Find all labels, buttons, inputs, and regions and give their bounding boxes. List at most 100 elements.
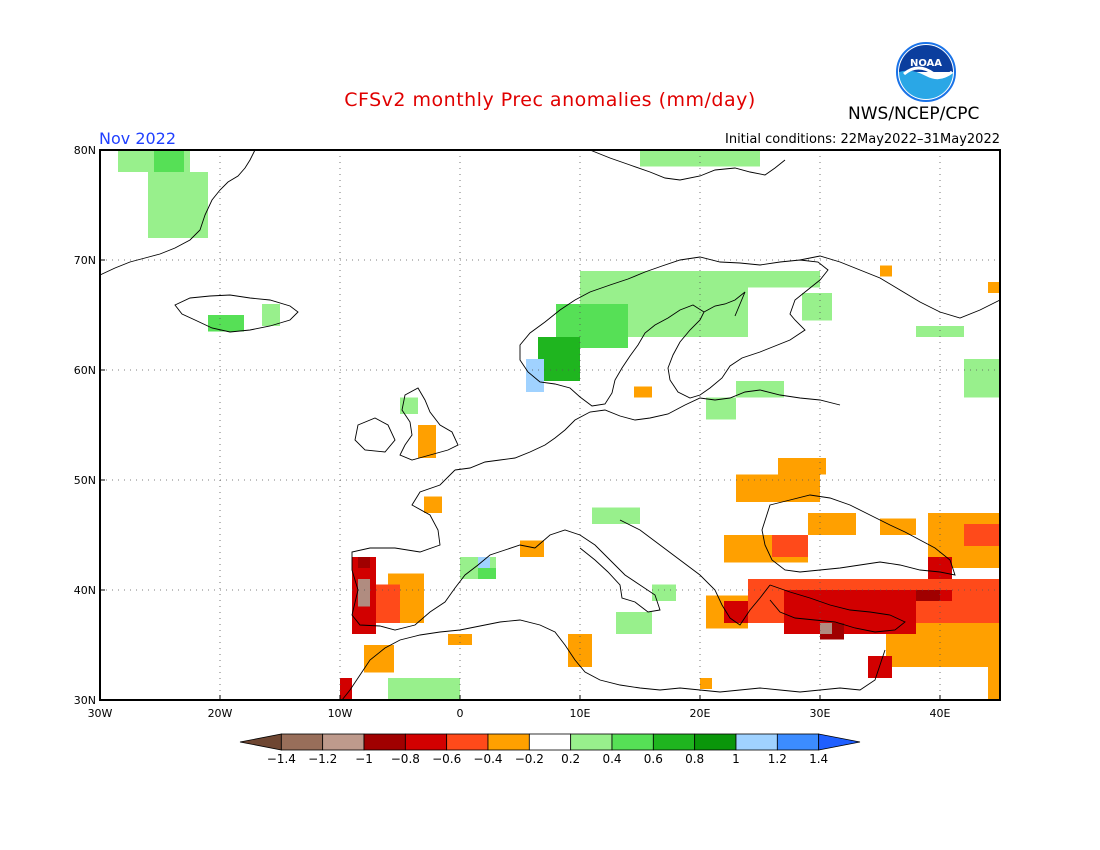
anomaly-region — [880, 518, 916, 535]
colorbar-swatch — [611, 733, 654, 751]
colorbar-swatch — [446, 733, 489, 751]
coastline-france-iberia — [351, 469, 536, 631]
colorbar-label: −0.8 — [391, 752, 420, 766]
anomaly-region — [706, 397, 736, 420]
coastline-iceland — [174, 294, 299, 333]
anomaly-region — [388, 678, 460, 700]
anomaly-region — [568, 634, 592, 667]
noaa-logo-icon: NOAA — [896, 42, 956, 102]
colorbar-label: 1.2 — [768, 752, 787, 766]
y-tick-label: 50N — [74, 474, 96, 487]
anomaly-region — [736, 381, 784, 398]
y-tick-label: 30N — [74, 694, 96, 707]
anomaly-region — [478, 568, 496, 579]
colorbar-label: 1.4 — [809, 752, 828, 766]
anomaly-region — [400, 397, 418, 414]
anomaly-region — [988, 656, 1000, 700]
anomaly-region — [964, 524, 1000, 546]
colorbar-swatch — [818, 733, 861, 751]
anomaly-region — [772, 535, 808, 557]
anomaly-region — [208, 315, 244, 332]
anomaly-region — [868, 656, 892, 678]
y-tick-label: 40N — [74, 584, 96, 597]
anomaly-region — [880, 265, 892, 277]
anomaly-region — [700, 678, 712, 689]
coastline-italy — [534, 529, 661, 613]
anomaly-region — [340, 678, 352, 700]
anomaly-region — [802, 293, 832, 321]
x-tick-label: 30E — [810, 707, 831, 720]
colorbar-label: 0.8 — [685, 752, 704, 766]
x-tick-label: 10E — [570, 707, 591, 720]
colorbar-swatch — [652, 733, 696, 751]
anomaly-region — [736, 474, 820, 502]
coastline-greenland — [99, 149, 256, 276]
y-tick-label: 80N — [74, 144, 96, 157]
anomaly-region — [262, 304, 280, 326]
forecast-month: Nov 2022 — [99, 129, 177, 148]
colorbar-swatch — [280, 733, 324, 751]
anomaly-regions — [118, 150, 1000, 700]
y-tick-label: 60N — [74, 364, 96, 377]
anomaly-region — [364, 645, 394, 673]
anomaly-region — [652, 584, 676, 601]
coastline-norway-sweden — [519, 256, 829, 407]
anomaly-region — [820, 623, 832, 634]
x-tick-label: 30W — [88, 707, 113, 720]
anomaly-region — [634, 386, 652, 398]
colorbar-swatch — [570, 733, 613, 751]
anomaly-region — [520, 540, 544, 557]
coastlines — [99, 149, 1001, 701]
colorbar-label: 1 — [732, 752, 740, 766]
anomaly-region — [526, 359, 544, 392]
anomaly-region — [778, 458, 826, 475]
coastline-russia-north — [799, 255, 1001, 319]
coastline-black-sea — [761, 494, 956, 576]
colorbar-swatch — [694, 733, 737, 751]
initial-conditions: Initial conditions: 22May2022–31May2022 — [725, 132, 1000, 147]
agency-label: NWS/NCEP/CPC — [848, 104, 980, 124]
colorbar-swatch — [487, 733, 530, 751]
anomaly-region — [424, 496, 442, 513]
anomaly-region — [148, 172, 208, 238]
anomaly-region — [640, 150, 760, 167]
anomaly-region — [358, 579, 370, 607]
y-tick-label: 70N — [74, 254, 96, 267]
anomaly-region — [538, 337, 580, 381]
colorbar-swatch — [239, 733, 282, 751]
colorbar-label: −1 — [355, 752, 373, 766]
colorbar-swatch — [528, 733, 572, 751]
x-tick-label: 10W — [328, 707, 353, 720]
coastline-europe-west — [454, 389, 841, 471]
colorbar-swatch — [776, 733, 820, 751]
colorbar-swatch — [735, 733, 778, 751]
map-title: CFSv2 monthly Prec anomalies (mm/day) — [344, 89, 756, 111]
colorbar-label: 0.4 — [602, 752, 621, 766]
coastline-svalbard — [589, 149, 786, 181]
colorbar: −1.4 −1.2 −1 −0.8 −0.6 −0.4 −0.2 0.2 0.4 0.6 0.8 1 1… — [239, 733, 861, 766]
anomaly-region — [592, 507, 640, 524]
colorbar-label: 0.6 — [644, 752, 663, 766]
colorbar-swatch — [322, 733, 365, 751]
colorbar-label: −0.2 — [515, 752, 544, 766]
anomaly-region — [748, 271, 820, 288]
x-tick-label: 20W — [208, 707, 233, 720]
anomaly-region — [916, 326, 964, 337]
axis-labels: 30W 20W 10W 0 10E 20E 30E 40E 80N 70N 60N 50N 40N 30N — [74, 144, 951, 720]
anomaly-region — [154, 150, 184, 172]
coastline-balkans-greece — [619, 519, 771, 626]
anomaly-region — [964, 359, 1000, 398]
colorbar-swatch — [363, 733, 406, 751]
anomaly-region — [808, 513, 856, 535]
anomaly-region — [928, 557, 952, 579]
anomaly-region — [418, 425, 436, 458]
coastline-turkey — [769, 584, 906, 633]
colorbar-label: −0.4 — [473, 752, 502, 766]
anomaly-region — [448, 634, 472, 645]
coastline-ireland — [354, 417, 396, 453]
coastline-north-africa — [341, 619, 886, 701]
colorbar-label: −1.4 — [267, 752, 296, 766]
x-tick-label: 0 — [457, 707, 464, 720]
colorbar-label: 0.2 — [561, 752, 580, 766]
